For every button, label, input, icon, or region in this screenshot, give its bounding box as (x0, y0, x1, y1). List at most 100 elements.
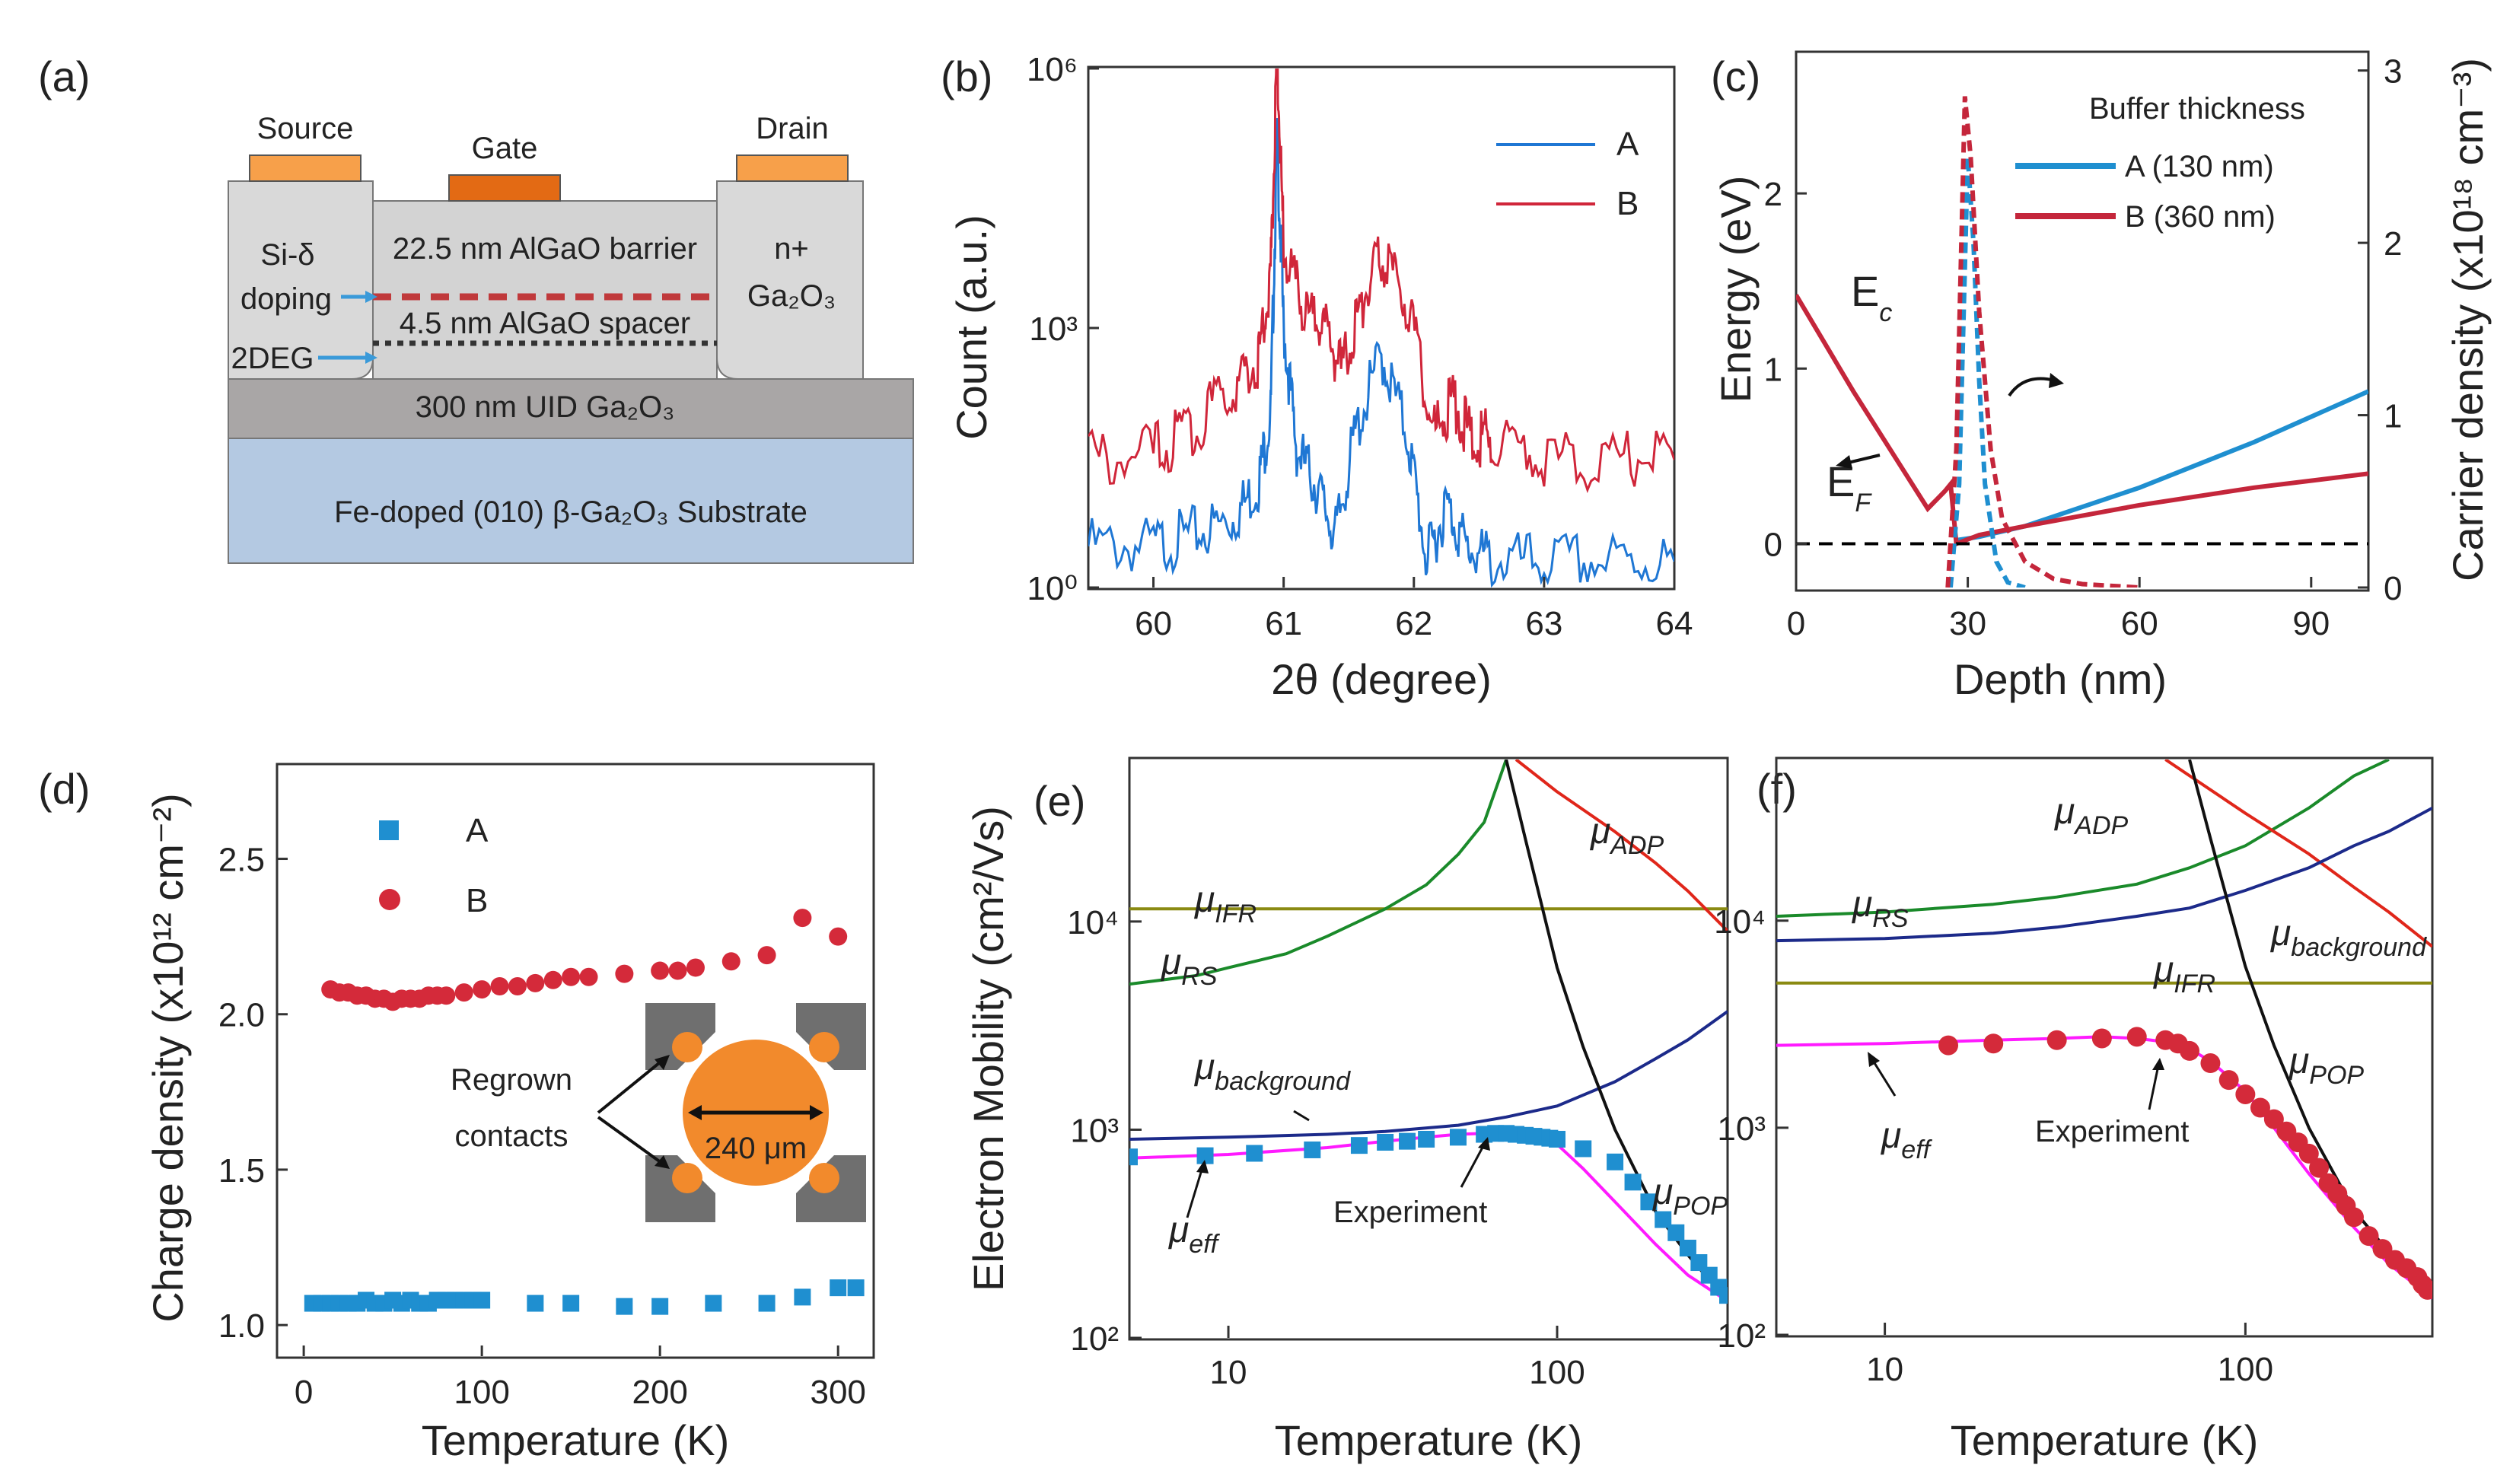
e-experiment-point (1690, 1254, 1708, 1272)
f-label-eff: μeff (1880, 1116, 1933, 1164)
f-experiment-point (2263, 1109, 2284, 1129)
f-xtick-label: 10 (1866, 1351, 1903, 1388)
e-series-mu-adp (1514, 760, 1728, 932)
twodeg-arrowhead (365, 352, 377, 364)
c-series-a-130-nm-ec (1956, 389, 2368, 543)
panel-a-diagram: Source Gate Drain 22.5 nm AlGaO barrier … (228, 112, 914, 564)
panel-b-chart: 60 61 62 63 64 10⁰ 10³ 10⁶ A B 2θ (degree) Coun… (948, 51, 1693, 703)
e-eff-arrowhead (1196, 1160, 1209, 1174)
regrown-n-plus: n+ (774, 232, 809, 266)
f-label-ifr: μIFR (2152, 950, 2215, 998)
c-right-arrow (2008, 377, 2056, 397)
f-experiment-point (2343, 1207, 2364, 1228)
f-experiment-point (1983, 1033, 2004, 1054)
c-xtick-label: 60 (2121, 605, 2158, 642)
inset-tab-3 (672, 1163, 702, 1193)
e-label-eff: μeff (1167, 1210, 1221, 1259)
inset-scale-arrow-left (688, 1105, 702, 1120)
e-experiment-label: Experiment (1333, 1196, 1487, 1229)
c-ec-label: Ec (1851, 267, 1892, 327)
f-experiment-point (2091, 1028, 2112, 1049)
e-experiment-point (1399, 1132, 1416, 1150)
e-label-ifr: μIFR (1193, 880, 1256, 928)
c-legend-title: Buffer thickness (2089, 92, 2305, 126)
c-ylabel-right: Carrier density (x10¹⁸ cm⁻³) (2444, 58, 2492, 581)
c-left-arrowhead (1836, 455, 1852, 469)
panel-b-label: (b) (941, 53, 992, 100)
e-experiment-point (1640, 1193, 1658, 1211)
gate-contact (448, 174, 561, 202)
inset-tab-4 (809, 1163, 839, 1193)
e-experiment-point (1655, 1211, 1672, 1228)
f-label-background: μbackground (2269, 913, 2427, 962)
e-label-pop: μPOP (1651, 1172, 1728, 1221)
e-xtick-label: 100 (1529, 1354, 1585, 1391)
f-experiment-point (2218, 1070, 2239, 1091)
inset-scale-label: 240 μm (705, 1132, 807, 1165)
b-xtick-label: 61 (1265, 605, 1302, 642)
d-xlabel: Temperature (K) (422, 1416, 730, 1464)
b-xtick-label: 64 (1656, 605, 1693, 642)
d-inset-text-2: contacts (455, 1119, 569, 1153)
c-ytick-right-label: 2 (2384, 225, 2402, 263)
d-point-b (437, 986, 456, 1005)
f-experiment-point (2250, 1097, 2270, 1118)
e-ytick-label: 10³ (1070, 1112, 1119, 1149)
inset-tab-1 (672, 1032, 702, 1062)
b-series-a (1088, 117, 1674, 588)
d-inset-arrow-1 (597, 1058, 665, 1114)
d-point-a (473, 1291, 491, 1309)
d-point-b (668, 961, 687, 980)
e-ylabel: Electron Mobility (cm²/Vs) (964, 806, 1012, 1291)
panel-e-chart: 10 100 10² 10³ 10⁴ μIFR μRS μADP μbackground… (964, 756, 1729, 1464)
f-series-mu-rs (1776, 760, 2390, 918)
f-exp-arrowhead (2152, 1058, 2164, 1070)
barrier-layer (372, 200, 718, 380)
c-ytick-right-label: 0 (2384, 570, 2402, 607)
d-point-a (847, 1279, 865, 1297)
d-xtick-label: 0 (295, 1374, 313, 1411)
c-xtick-label: 90 (2292, 605, 2330, 642)
d-point-b (615, 964, 634, 983)
f-experiment-point (2200, 1053, 2221, 1074)
e-eff-arrow (1186, 1167, 1204, 1218)
twodeg-label: 2DEG (231, 342, 314, 375)
f-exp-arrow (2148, 1065, 2160, 1110)
drain-contact (736, 154, 849, 182)
e-ytick-label: 10⁴ (1067, 904, 1119, 941)
f-experiment-point (1938, 1035, 1959, 1056)
f-label-pop: μPOP (2288, 1041, 2364, 1090)
f-label-rs: μRS (1851, 884, 1909, 933)
e-experiment-point (1196, 1147, 1214, 1164)
regrown-ga2o3: Ga₂O₃ (747, 279, 836, 313)
f-series-mu-adp (2164, 760, 2432, 948)
d-ytick-label: 1.5 (218, 1152, 265, 1189)
b-xtick-label: 63 (1525, 605, 1562, 642)
c-legend-b: B (360 nm) (2125, 200, 2276, 234)
e-xlabel: Temperature (K) (1275, 1416, 1583, 1464)
c-right-arrowhead (2049, 373, 2064, 388)
f-xtick-label: 100 (2218, 1351, 2273, 1388)
b-ytick-label: 10⁰ (1027, 570, 1078, 607)
d-point-b (793, 909, 812, 928)
e-experiment-point (1350, 1137, 1368, 1154)
e-experiment-point (1719, 1287, 1728, 1304)
d-ylabel: Charge density (x10¹² cm⁻²) (144, 793, 192, 1323)
d-point-b (526, 973, 545, 992)
f-series-mu-background (1776, 806, 2432, 943)
e-xtick-label: 10 (1210, 1354, 1247, 1391)
d-point-a (616, 1298, 633, 1315)
c-ytick-right-label: 1 (2384, 398, 2402, 435)
e-series-mu-rs (1129, 760, 1508, 986)
substrate-layer (228, 438, 914, 564)
e-exp-arrow (1460, 1144, 1486, 1188)
e-experiment-point (1304, 1141, 1321, 1158)
d-point-b (651, 961, 670, 980)
b-ytick-label: 10⁶ (1027, 51, 1078, 88)
f-xlabel: Temperature (K) (1951, 1416, 2259, 1464)
b-legend-a: A (1616, 126, 1639, 163)
c-ytick-label: 2 (1764, 176, 1782, 213)
f-experiment-point (2417, 1279, 2432, 1300)
e-experiment-point (1679, 1239, 1696, 1256)
e-experiment-point (1607, 1153, 1624, 1170)
